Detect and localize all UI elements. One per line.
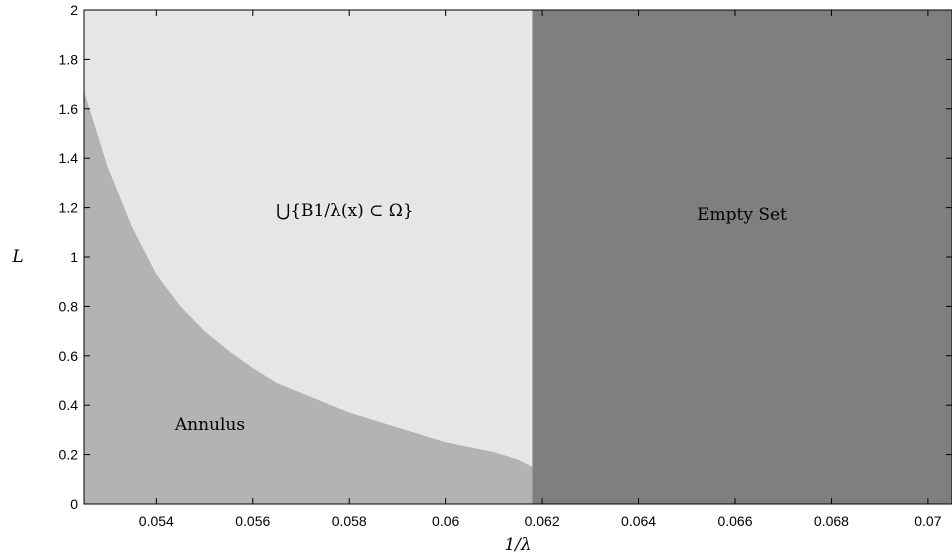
plot-frame	[83, 9, 952, 505]
x-tick-label: 0.066	[717, 513, 752, 529]
x-tick-label: 0.064	[621, 513, 656, 529]
empty-set-label: Empty Set	[697, 205, 787, 225]
y-tick-label: 1.2	[59, 200, 79, 216]
x-tick-label: 0.056	[235, 513, 270, 529]
x-tick-label: 0.058	[332, 513, 367, 529]
x-tick-label: 0.062	[525, 513, 560, 529]
x-tick-label: 0.06	[432, 513, 459, 529]
y-axis-title: L	[11, 247, 23, 267]
y-tick-label: 0	[70, 496, 78, 512]
empty-set-region	[532, 10, 952, 504]
y-tick-label: 2	[70, 2, 78, 18]
y-tick-label: 1.8	[59, 51, 79, 67]
x-axis: 0.054 0.056 0.058 0.06 0.062 0.064 0.066 0.068 0…	[139, 10, 942, 529]
y-tick-label: 0.6	[59, 348, 79, 364]
x-tick-label: 0.054	[139, 513, 174, 529]
plot-area	[84, 10, 952, 504]
y-tick-label: 1.6	[59, 101, 79, 117]
x-tick-label: 0.07	[914, 513, 941, 529]
annulus-label: Annulus	[174, 415, 245, 435]
y-tick-label: 0.8	[59, 298, 79, 314]
x-tick-label: 0.068	[814, 513, 849, 529]
y-tick-label: 0.4	[59, 397, 79, 413]
y-tick-label: 0.2	[59, 447, 79, 463]
union-label: ⋃{B1/λ(x) ⊂ Ω}	[276, 201, 413, 221]
annulus-region	[84, 91, 586, 504]
y-tick-label: 1.4	[59, 150, 79, 166]
y-tick-label: 1	[70, 249, 78, 265]
x-axis-title: 1/λ	[504, 535, 531, 554]
